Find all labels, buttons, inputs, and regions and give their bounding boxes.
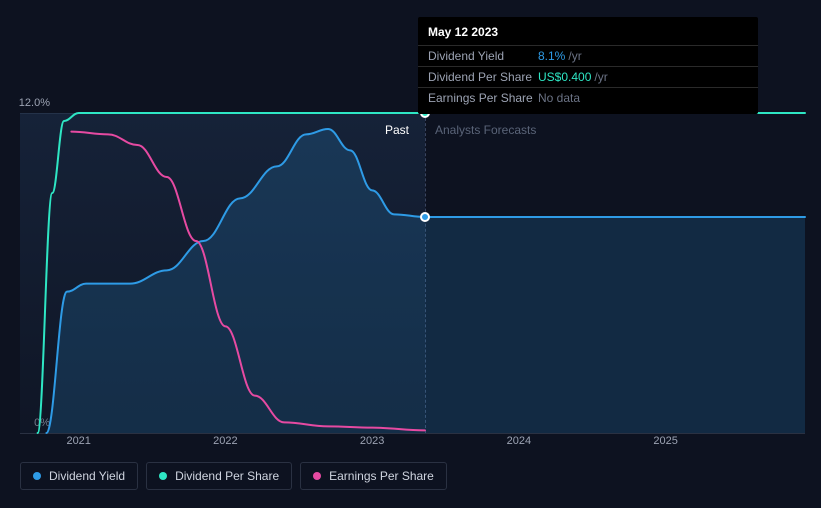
legend-label: Dividend Yield <box>49 469 125 483</box>
gridline <box>20 433 805 434</box>
x-axis: 2021 2022 2023 2024 2025 <box>20 435 805 455</box>
legend-item-earnings-per-share[interactable]: Earnings Per Share <box>300 462 447 490</box>
legend-swatch <box>159 472 167 480</box>
tooltip-row-label: Dividend Yield <box>428 49 538 63</box>
tooltip-row-value: 8.1% <box>538 49 565 63</box>
legend-item-dividend-per-share[interactable]: Dividend Per Share <box>146 462 292 490</box>
tooltip-row-value: No data <box>538 91 580 105</box>
y-axis-label: 12.0% <box>19 97 50 109</box>
tooltip-row: Earnings Per ShareNo data <box>418 87 758 108</box>
x-axis-label: 2023 <box>360 435 384 447</box>
tooltip-row-unit: /yr <box>594 70 607 84</box>
legend-item-dividend-yield[interactable]: Dividend Yield <box>20 462 138 490</box>
plot-area[interactable]: 0%12.0%20212022202320242025PastAnalysts … <box>20 113 805 433</box>
hover-tooltip: May 12 2023 Dividend Yield8.1%/yrDividen… <box>418 17 758 114</box>
tooltip-row-label: Dividend Per Share <box>428 70 538 84</box>
x-axis-label: 2021 <box>66 435 90 447</box>
x-axis-label: 2022 <box>213 435 237 447</box>
legend-label: Dividend Per Share <box>175 469 279 483</box>
legend-label: Earnings Per Share <box>329 469 434 483</box>
tooltip-row-label: Earnings Per Share <box>428 91 538 105</box>
legend-swatch <box>313 472 321 480</box>
chart-lines <box>20 113 805 433</box>
legend-swatch <box>33 472 41 480</box>
marker-dividend_yield <box>420 212 430 222</box>
tooltip-row-value: US$0.400 <box>538 70 591 84</box>
tooltip-row: Dividend Per ShareUS$0.400/yr <box>418 66 758 87</box>
tooltip-row: Dividend Yield8.1%/yr <box>418 45 758 66</box>
x-axis-label: 2024 <box>507 435 531 447</box>
x-axis-label: 2025 <box>653 435 677 447</box>
tooltip-date: May 12 2023 <box>418 23 758 45</box>
tooltip-rows: Dividend Yield8.1%/yrDividend Per ShareU… <box>418 45 758 108</box>
legend: Dividend Yield Dividend Per Share Earnings… <box>20 462 447 490</box>
tooltip-row-unit: /yr <box>568 49 581 63</box>
